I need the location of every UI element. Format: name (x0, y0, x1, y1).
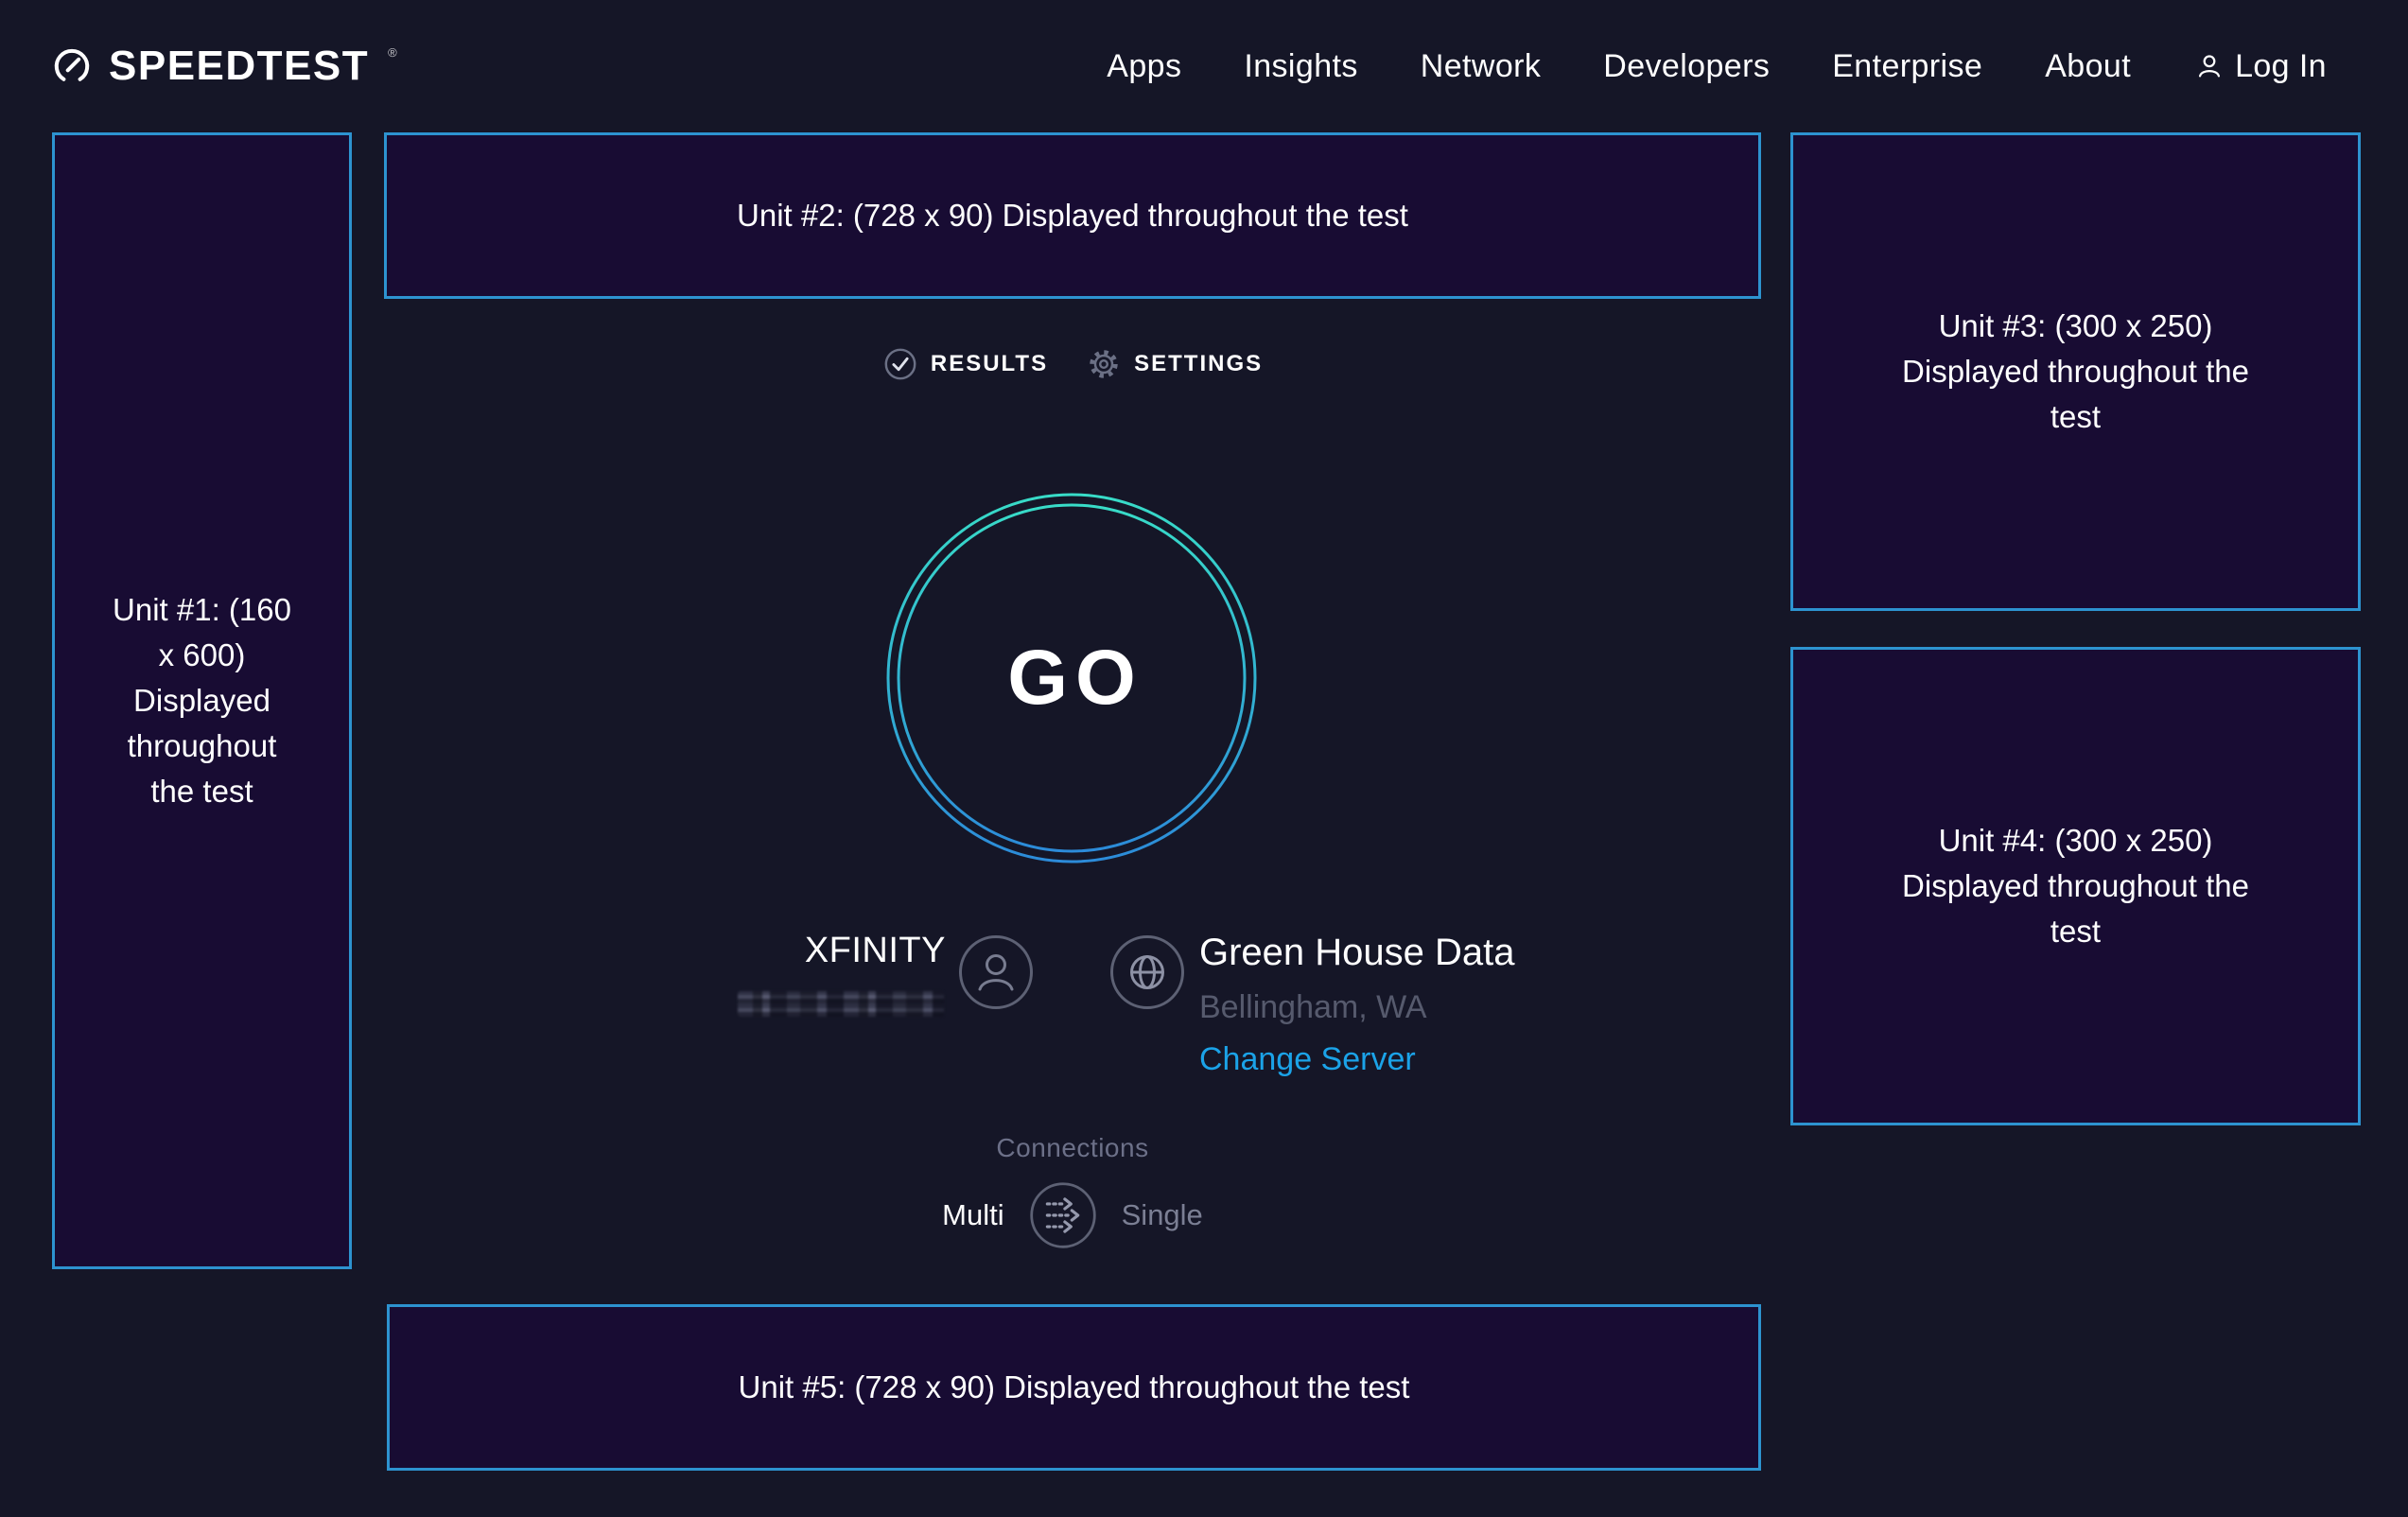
go-button-label: GO (1007, 635, 1143, 721)
change-server-link[interactable]: Change Server (1199, 1041, 1416, 1077)
nav-item-about[interactable]: About (2045, 47, 2132, 84)
connections-title: Connections (996, 1133, 1149, 1162)
nav-item-insights[interactable]: Insights (1244, 47, 1358, 84)
main-nav: Apps Insights Network Developers Enterpr… (1107, 0, 2327, 132)
nav-item-network[interactable]: Network (1420, 47, 1542, 84)
person-icon (2193, 50, 2225, 82)
connections-multi-option[interactable]: Multi (942, 1198, 1004, 1231)
speedtest-logo[interactable]: SPEEDTEST ® (52, 0, 397, 132)
server-name: Green House Data (1199, 932, 1515, 973)
globe-circle-icon (1109, 934, 1185, 1015)
tab-results-label: RESULTS (930, 351, 1049, 376)
connections-toggle-row: Multi Single (384, 1178, 1761, 1252)
ad-unit-5-leaderboard[interactable]: Unit #5: (728 x 90) Displayed throughout… (387, 1304, 1761, 1471)
brand-trademark: ® (388, 44, 397, 60)
ad-unit-2-leaderboard[interactable]: Unit #2: (728 x 90) Displayed throughout… (384, 132, 1761, 299)
go-button-rings (886, 493, 1257, 863)
nav-item-developers[interactable]: Developers (1603, 47, 1771, 84)
main-content: RESULTS SETTINGS (384, 0, 1761, 1517)
ad-unit-5-text: Unit #5: (728 x 90) Displayed throughout… (738, 1369, 1410, 1405)
check-circle-icon (882, 346, 918, 382)
tab-settings-label: SETTINGS (1134, 351, 1264, 376)
nav-item-enterprise[interactable]: Enterprise (1832, 47, 1983, 84)
tab-settings[interactable]: SETTINGS (1086, 346, 1263, 382)
ad-unit-4-rectangle[interactable]: Unit #4: (300 x 250) Displayed throughou… (1790, 647, 2361, 1125)
multi-stream-arrows-icon[interactable] (1028, 1180, 1098, 1250)
ad-unit-2-text: Unit #2: (728 x 90) Displayed throughout… (737, 198, 1408, 234)
header: SPEEDTEST ® Apps Insights Network Develo… (0, 0, 2408, 132)
isp-name: XFINITY (804, 931, 946, 970)
server-location: Bellingham, WA (1199, 989, 1427, 1025)
tab-bar: RESULTS SETTINGS (384, 331, 1761, 397)
ad-unit-3-text: Unit #3: (300 x 250) Displayed throughou… (1902, 308, 2249, 434)
server-info: Green House Data Bellingham, WA Change S… (1199, 931, 1515, 1077)
login-label: Log In (2235, 47, 2327, 84)
person-circle-icon (958, 934, 1034, 1015)
tab-results[interactable]: RESULTS (882, 346, 1048, 382)
gear-icon (1086, 346, 1122, 382)
ad-unit-3-rectangle[interactable]: Unit #3: (300 x 250) Displayed throughou… (1790, 132, 2361, 611)
go-button[interactable]: GO (873, 480, 1270, 877)
redacted-ip-text (738, 991, 944, 1017)
nav-item-apps[interactable]: Apps (1107, 47, 1182, 84)
login-button[interactable]: Log In (2193, 48, 2327, 85)
connections-single-option[interactable]: Single (1121, 1198, 1203, 1231)
ad-unit-1-skyscraper[interactable]: Unit #1: (160 x 600) Displayed throughou… (52, 132, 352, 1269)
brand-title: SPEEDTEST (109, 43, 370, 89)
speedtest-gauge-icon (52, 46, 92, 86)
ad-unit-1-text: Unit #1: (160 x 600) Displayed throughou… (113, 592, 291, 809)
ad-unit-4-text: Unit #4: (300 x 250) Displayed throughou… (1902, 823, 2249, 949)
